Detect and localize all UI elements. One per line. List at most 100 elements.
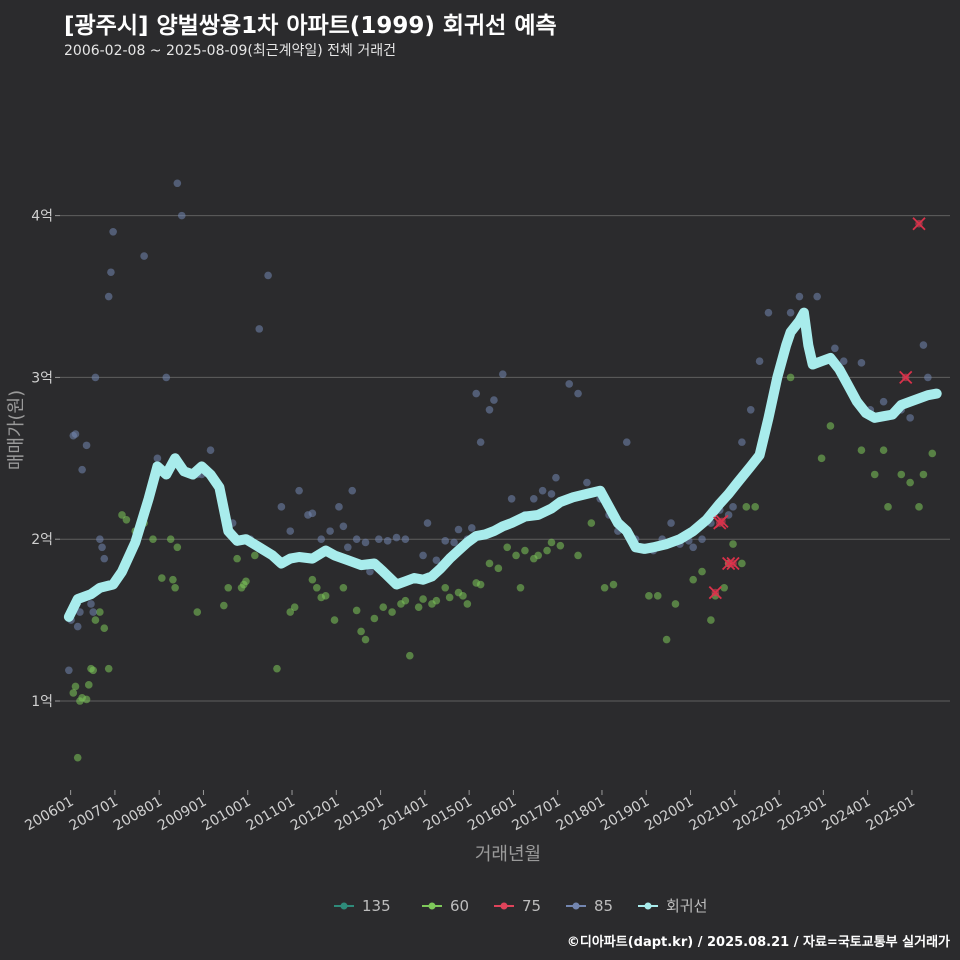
point-85 bbox=[472, 389, 481, 398]
point-85 bbox=[65, 666, 73, 675]
point-85 bbox=[529, 494, 538, 503]
point-60 bbox=[432, 596, 441, 605]
point-85 bbox=[286, 527, 295, 535]
point-85 bbox=[764, 308, 773, 317]
x-axis-title: 거래년월 bbox=[475, 844, 541, 865]
point-60 bbox=[290, 603, 299, 611]
point-60 bbox=[84, 681, 93, 689]
point-85 bbox=[919, 341, 928, 349]
point-85 bbox=[361, 538, 370, 547]
point-60 bbox=[224, 583, 233, 592]
x-tick-label: 201601 bbox=[465, 794, 519, 835]
point-60 bbox=[71, 682, 80, 691]
x-tick-label: 201401 bbox=[377, 794, 431, 835]
point-60 bbox=[414, 603, 423, 611]
point-85 bbox=[906, 414, 914, 422]
point-85 bbox=[689, 543, 697, 552]
point-85 bbox=[98, 543, 106, 552]
point-85 bbox=[100, 554, 109, 563]
point-85 bbox=[277, 503, 286, 511]
point-85 bbox=[476, 438, 485, 446]
point-60 bbox=[273, 664, 281, 673]
point-60 bbox=[870, 470, 879, 479]
x-tick-label: 202401 bbox=[819, 794, 873, 835]
point-85 bbox=[795, 292, 804, 301]
point-60 bbox=[73, 753, 82, 762]
point-60 bbox=[220, 601, 228, 610]
point-85 bbox=[839, 357, 848, 366]
point-85 bbox=[831, 344, 839, 353]
legend-label: 85 bbox=[594, 897, 613, 915]
point-85 bbox=[177, 211, 186, 220]
point-85 bbox=[698, 535, 706, 544]
point-60 bbox=[96, 608, 104, 616]
y-tick-label: 2억 bbox=[31, 532, 53, 548]
point-60 bbox=[521, 546, 529, 555]
point-85 bbox=[71, 430, 80, 438]
point-60 bbox=[707, 616, 715, 624]
point-85 bbox=[813, 292, 821, 301]
point-85 bbox=[467, 524, 476, 532]
legend-label: 75 bbox=[522, 897, 541, 915]
point-60 bbox=[406, 651, 414, 660]
point-85 bbox=[162, 373, 171, 382]
x-tick-label: 202301 bbox=[775, 794, 829, 835]
point-85 bbox=[583, 478, 591, 487]
point-60 bbox=[600, 583, 609, 592]
point-60 bbox=[104, 664, 113, 673]
point-60 bbox=[91, 616, 100, 624]
point-60 bbox=[587, 519, 596, 527]
x-tick-label: 201301 bbox=[332, 794, 386, 835]
legend: 135 60 75 85 회귀선 bbox=[334, 897, 707, 915]
x-tick-label: 200801 bbox=[111, 794, 165, 835]
x-tick-label: 202201 bbox=[731, 794, 785, 835]
y-tick-label: 4억 bbox=[31, 209, 53, 225]
point-60 bbox=[388, 608, 396, 616]
point-85 bbox=[574, 389, 582, 398]
legend-item-60: 60 bbox=[422, 897, 469, 915]
point-85 bbox=[352, 535, 361, 544]
x-tick-label: 200901 bbox=[155, 794, 209, 835]
point-85 bbox=[78, 465, 86, 474]
point-60 bbox=[118, 511, 126, 519]
point-85 bbox=[91, 373, 100, 382]
point-60 bbox=[242, 577, 250, 586]
point-60 bbox=[645, 592, 653, 600]
legend-item-85: 85 bbox=[566, 897, 613, 915]
y-axis-title: 매매가(원) bbox=[6, 390, 27, 470]
highlight-x-marker bbox=[726, 556, 740, 571]
x-tick-label: 200601 bbox=[22, 794, 76, 835]
point-85 bbox=[76, 608, 84, 616]
chart-title: [광주시] 양벌쌍용1차 아파트(1999) 회귀선 예측 bbox=[64, 13, 557, 39]
point-85 bbox=[746, 405, 755, 414]
point-85 bbox=[366, 567, 374, 576]
point-60 bbox=[574, 551, 582, 560]
point-60 bbox=[379, 603, 388, 611]
x-tick-label: 201001 bbox=[199, 794, 253, 835]
legend-swatch-dot bbox=[572, 902, 580, 910]
point-60 bbox=[534, 551, 543, 560]
x-tick-label: 202101 bbox=[687, 794, 741, 835]
highlight-x-marker bbox=[708, 585, 722, 600]
highlight-x-marker bbox=[715, 514, 729, 529]
point-85 bbox=[295, 486, 303, 495]
legend-item-75: 75 bbox=[494, 897, 541, 915]
chart-subtitle: 2006-02-08 ~ 2025-08-09(최근계약일) 전체 거래건 bbox=[64, 43, 396, 59]
legend-label: 60 bbox=[450, 897, 469, 915]
point-60 bbox=[330, 616, 339, 624]
point-60 bbox=[662, 635, 671, 644]
point-85 bbox=[565, 380, 574, 388]
y-tick-label: 3억 bbox=[31, 370, 53, 386]
point-85 bbox=[879, 397, 888, 406]
point-85 bbox=[786, 308, 795, 317]
point-85 bbox=[423, 519, 432, 527]
point-85 bbox=[622, 438, 631, 446]
point-60 bbox=[171, 583, 179, 592]
point-60 bbox=[738, 559, 746, 568]
x-tick-label: 201801 bbox=[554, 794, 608, 835]
point-60 bbox=[401, 596, 410, 605]
point-60 bbox=[689, 575, 697, 584]
point-85 bbox=[317, 535, 326, 544]
point-85 bbox=[264, 271, 272, 280]
